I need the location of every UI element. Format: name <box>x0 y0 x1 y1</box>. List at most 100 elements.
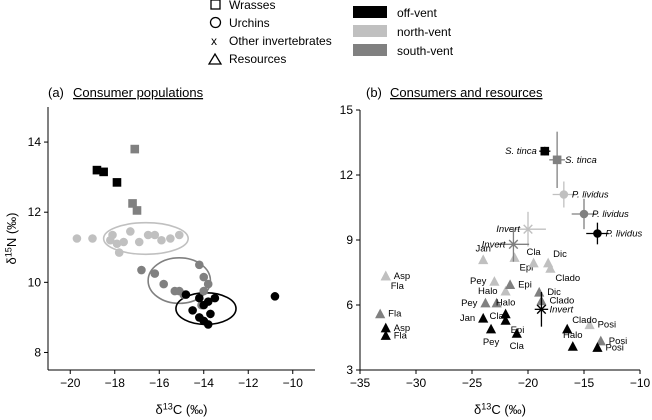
panel-a-point-north-circle <box>166 234 175 243</box>
panel-a-point-off-circle <box>270 292 280 301</box>
panel-b-consumer-label: P. lividus <box>572 190 609 201</box>
panel-b-resource-label: Cla <box>526 247 541 258</box>
panel-a-point-south-circle <box>199 272 209 282</box>
panel-b-resource-label: Halo <box>496 298 516 309</box>
panel-b-resource-off <box>500 308 511 319</box>
panel-a-x-axis-label: δ13C (‰) <box>155 401 207 417</box>
panel-a-x-tick-label: −10 <box>283 376 304 390</box>
circle-icon <box>209 16 222 29</box>
legend-site-north-vent: north-vent <box>353 25 452 39</box>
panel-b: (b) Consumers and resources −35 −30 −25 −20… <box>340 85 651 417</box>
panel-b-resource-label: Clado <box>549 296 574 307</box>
panel-b-resource-off <box>592 342 603 352</box>
panel-b-resource-off <box>478 312 489 323</box>
cross-icon: x <box>211 34 217 48</box>
panel-b-resource-off <box>500 315 511 325</box>
panel-b-consumer-off-cross <box>536 304 547 315</box>
panel-b-consumer-south-circle <box>579 209 589 219</box>
panel-b-title: Consumers and resources <box>390 85 543 100</box>
panel-a-point-north-circle <box>134 237 144 247</box>
panel-a-x-tick-label: −14 <box>194 376 215 390</box>
panel-b-resource-off <box>485 323 497 334</box>
panel-b-y-tick-label: 3 <box>346 363 353 377</box>
legend-shape-wrasses: Wrasses <box>210 0 275 12</box>
panel-b-resource-north <box>545 263 556 273</box>
panel-b-resource-off <box>562 323 573 334</box>
legend-swatch-off-vent <box>353 6 387 18</box>
panel-a-x-tick-label: −18 <box>105 376 126 390</box>
panel-b-resource-label: Posi <box>598 320 616 331</box>
panel-b-resource-label: Fla <box>394 330 408 341</box>
panel-b-resource-label: Dic <box>547 287 561 298</box>
panel-b-resource-south <box>491 297 502 308</box>
panel-b-resource-off <box>380 330 391 340</box>
panel-a-y-tick-label: 10 <box>28 275 42 289</box>
panel-b-resource-label: Cla <box>510 341 525 352</box>
panel-a-point-off-square <box>99 167 108 177</box>
panel-a-title: Consumer populations <box>73 85 204 100</box>
panel-a-y-tick-label: 14 <box>28 135 42 149</box>
panel-a-point-off-circle <box>203 297 213 306</box>
panel-b-resource-north <box>489 276 500 286</box>
panel-b-consumer-label: S. tinca <box>505 146 537 157</box>
panel-a-point-off-circle <box>195 293 204 303</box>
panel-a-point-north-circle <box>114 248 124 257</box>
panel-b-resource-label: Pey <box>483 337 500 348</box>
panel-b-resource-off <box>380 322 391 333</box>
panel-a-axes <box>47 107 315 371</box>
panel-b-x-tick-label: −15 <box>574 376 595 390</box>
triangle-icon <box>207 52 223 65</box>
panel-b-consumer-north-circle <box>559 190 569 199</box>
panel-b-x-tick-label: −30 <box>406 376 427 390</box>
panel-b-consumer-label: Invert <box>482 239 506 250</box>
panel-b-resource-north <box>528 257 539 268</box>
panel-a-point-south-square <box>128 199 137 208</box>
panel-b-y-tick-label: 15 <box>340 103 354 117</box>
panel-a-point-north-circle <box>112 239 122 249</box>
legend-swatch-south-vent <box>353 44 387 56</box>
legend-shape-invertebrates: x Other invertebrates <box>211 34 332 48</box>
panel-a-point-off-circle <box>206 309 215 319</box>
panel-b-resource-label: Asp <box>394 323 410 334</box>
panel-a: (a) Consumer populations −20 −18 −16 −14 −12… <box>3 85 315 417</box>
panel-b-resource-south <box>375 308 386 319</box>
panel-a-point-south-circle <box>150 269 160 278</box>
panel-b-resource-label: Pey <box>461 298 478 309</box>
panel-a-point-north-circle <box>150 230 160 240</box>
panel-b-resource-label: Asp <box>394 271 410 282</box>
panel-b-resource-label: Posi <box>605 342 623 353</box>
square-icon <box>210 0 221 10</box>
panel-b-resource-north <box>584 319 595 330</box>
panel-a-point-north-circle <box>72 234 82 243</box>
panel-b-resource-label: Epi <box>518 279 532 290</box>
panel-b-y-tick-label: 12 <box>340 168 354 182</box>
legend-label-north-vent: north-vent <box>397 25 452 39</box>
legend: Wrasses Urchins x Other invertebrates Re… <box>207 0 454 66</box>
panel-b-x-tick-label: −20 <box>518 376 539 390</box>
panel-b-consumer-label: S. tinca <box>565 155 597 166</box>
panel-b-consumer-label: P. lividus <box>605 229 642 240</box>
legend-shape-resources: Resources <box>207 52 286 66</box>
panel-a-ellipse-north <box>102 221 189 256</box>
panel-b-resource-north <box>500 285 511 296</box>
panel-a-point-north-circle <box>108 230 117 240</box>
panel-b-consumer-label: Invert <box>496 224 520 235</box>
panel-a-point-off-circle <box>203 320 213 329</box>
panel-b-resource-north <box>509 252 520 262</box>
panel-b-resource-south <box>595 335 606 346</box>
panel-a-y-axis-label: δ15N (‰) <box>3 212 19 264</box>
panel-b-resource-off <box>511 328 522 338</box>
panel-b-consumer-south-cross <box>508 239 519 250</box>
panel-b-consumer-off-circle <box>593 229 602 238</box>
panel-a-point-south-circle <box>199 286 209 296</box>
cross-stroke <box>536 304 547 315</box>
panel-b-consumer-label: Invert <box>549 304 573 315</box>
legend-label-wrasses: Wrasses <box>229 0 275 12</box>
panel-b-resource-label: Halo <box>478 286 498 297</box>
panel-a-point-off-circle <box>188 306 197 315</box>
panel-a-label: (a) <box>48 85 64 100</box>
panel-b-label: (b) <box>366 85 382 100</box>
panel-a-point-north-circle <box>88 234 97 243</box>
panel-b-resource-label: Jan <box>476 244 491 255</box>
